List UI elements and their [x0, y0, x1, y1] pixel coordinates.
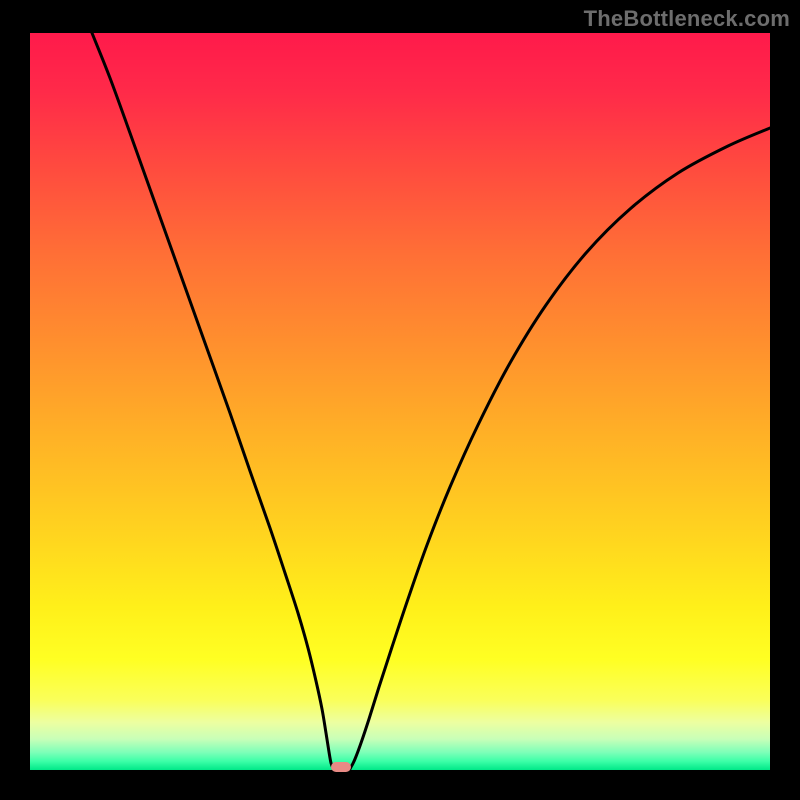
- watermark-text: TheBottleneck.com: [584, 6, 790, 32]
- chart-container: TheBottleneck.com: [0, 0, 800, 800]
- bottleneck-curve-chart: [0, 0, 800, 800]
- minimum-marker: [331, 762, 351, 772]
- plot-background: [30, 33, 770, 770]
